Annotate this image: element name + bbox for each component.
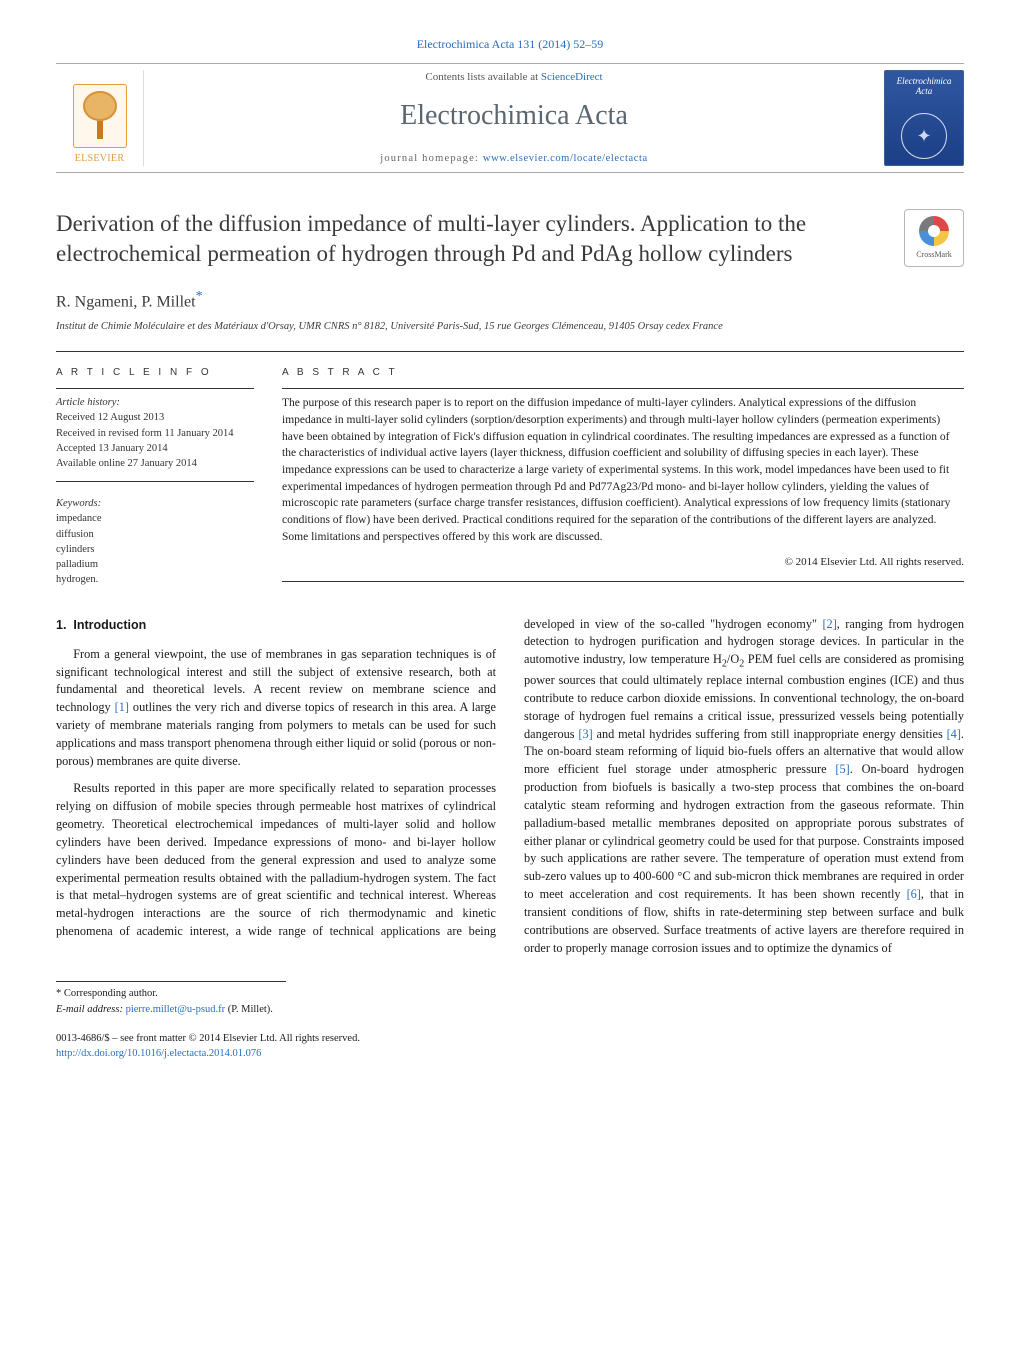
elsevier-tree-icon	[73, 84, 127, 148]
section-heading: 1. Introduction	[56, 616, 496, 634]
crossmark-icon	[919, 216, 949, 246]
affiliation: Institut de Chimie Moléculaire et des Ma…	[56, 319, 964, 334]
journal-homepage-link[interactable]: www.elsevier.com/locate/electacta	[483, 153, 648, 164]
crossmark-label: CrossMark	[916, 249, 952, 261]
article-info-head: A R T I C L E I N F O	[56, 366, 254, 381]
cite-link[interactable]: [6]	[907, 887, 921, 901]
body-paragraph: From a general viewpoint, the use of mem…	[56, 646, 496, 771]
abstract-copyright: © 2014 Elsevier Ltd. All rights reserved…	[282, 555, 964, 571]
article-info: A R T I C L E I N F O Article history: R…	[56, 366, 254, 588]
article-title: Derivation of the diffusion impedance of…	[56, 209, 890, 269]
journal-homepage: journal homepage: www.elsevier.com/locat…	[156, 151, 872, 166]
abstract-text: The purpose of this research paper is to…	[282, 395, 964, 545]
contents-available: Contents lists available at ScienceDirec…	[156, 70, 872, 86]
abstract: A B S T R A C T The purpose of this rese…	[282, 366, 964, 588]
abstract-head: A B S T R A C T	[282, 366, 964, 381]
corresponding-mark[interactable]: *	[196, 289, 203, 304]
keywords-list: impedance diffusion cylinders palladium …	[56, 511, 254, 587]
publisher-name: ELSEVIER	[73, 152, 127, 167]
journal-citation: Electrochimica Acta 131 (2014) 52–59	[56, 36, 964, 53]
journal-cover-thumb: Electrochimica Acta ✦	[884, 70, 964, 166]
footer: * Corresponding author. E-mail address: …	[56, 981, 964, 1061]
authors-line: R. Ngameni, P. Millet*	[56, 287, 964, 314]
cite-link[interactable]: [3]	[578, 727, 592, 741]
corresponding-email: E-mail address: pierre.millet@u-psud.fr …	[56, 1002, 286, 1017]
journal-citation-link[interactable]: Electrochimica Acta 131 (2014) 52–59	[417, 37, 604, 51]
cite-link[interactable]: [1]	[115, 700, 129, 714]
doi-link[interactable]: http://dx.doi.org/10.1016/j.electacta.20…	[56, 1048, 261, 1059]
cite-link[interactable]: [4]	[947, 727, 961, 741]
masthead: ELSEVIER Contents lists available at Sci…	[56, 63, 964, 173]
sciencedirect-link[interactable]: ScienceDirect	[541, 71, 603, 83]
issn-line: 0013-4686/$ – see front matter © 2014 El…	[56, 1031, 964, 1046]
cite-link[interactable]: [5]	[835, 762, 849, 776]
email-link[interactable]: pierre.millet@u-psud.fr	[126, 1004, 225, 1015]
cover-ring-icon: ✦	[901, 113, 947, 159]
crossmark-badge[interactable]: CrossMark	[904, 209, 964, 267]
article-body: 1. Introduction From a general viewpoint…	[56, 616, 964, 958]
corresponding-note: * Corresponding author.	[56, 986, 286, 1001]
publisher-logo-block: ELSEVIER	[56, 70, 144, 166]
journal-title: Electrochimica Acta	[156, 96, 872, 137]
cite-link[interactable]: [2]	[822, 617, 836, 631]
